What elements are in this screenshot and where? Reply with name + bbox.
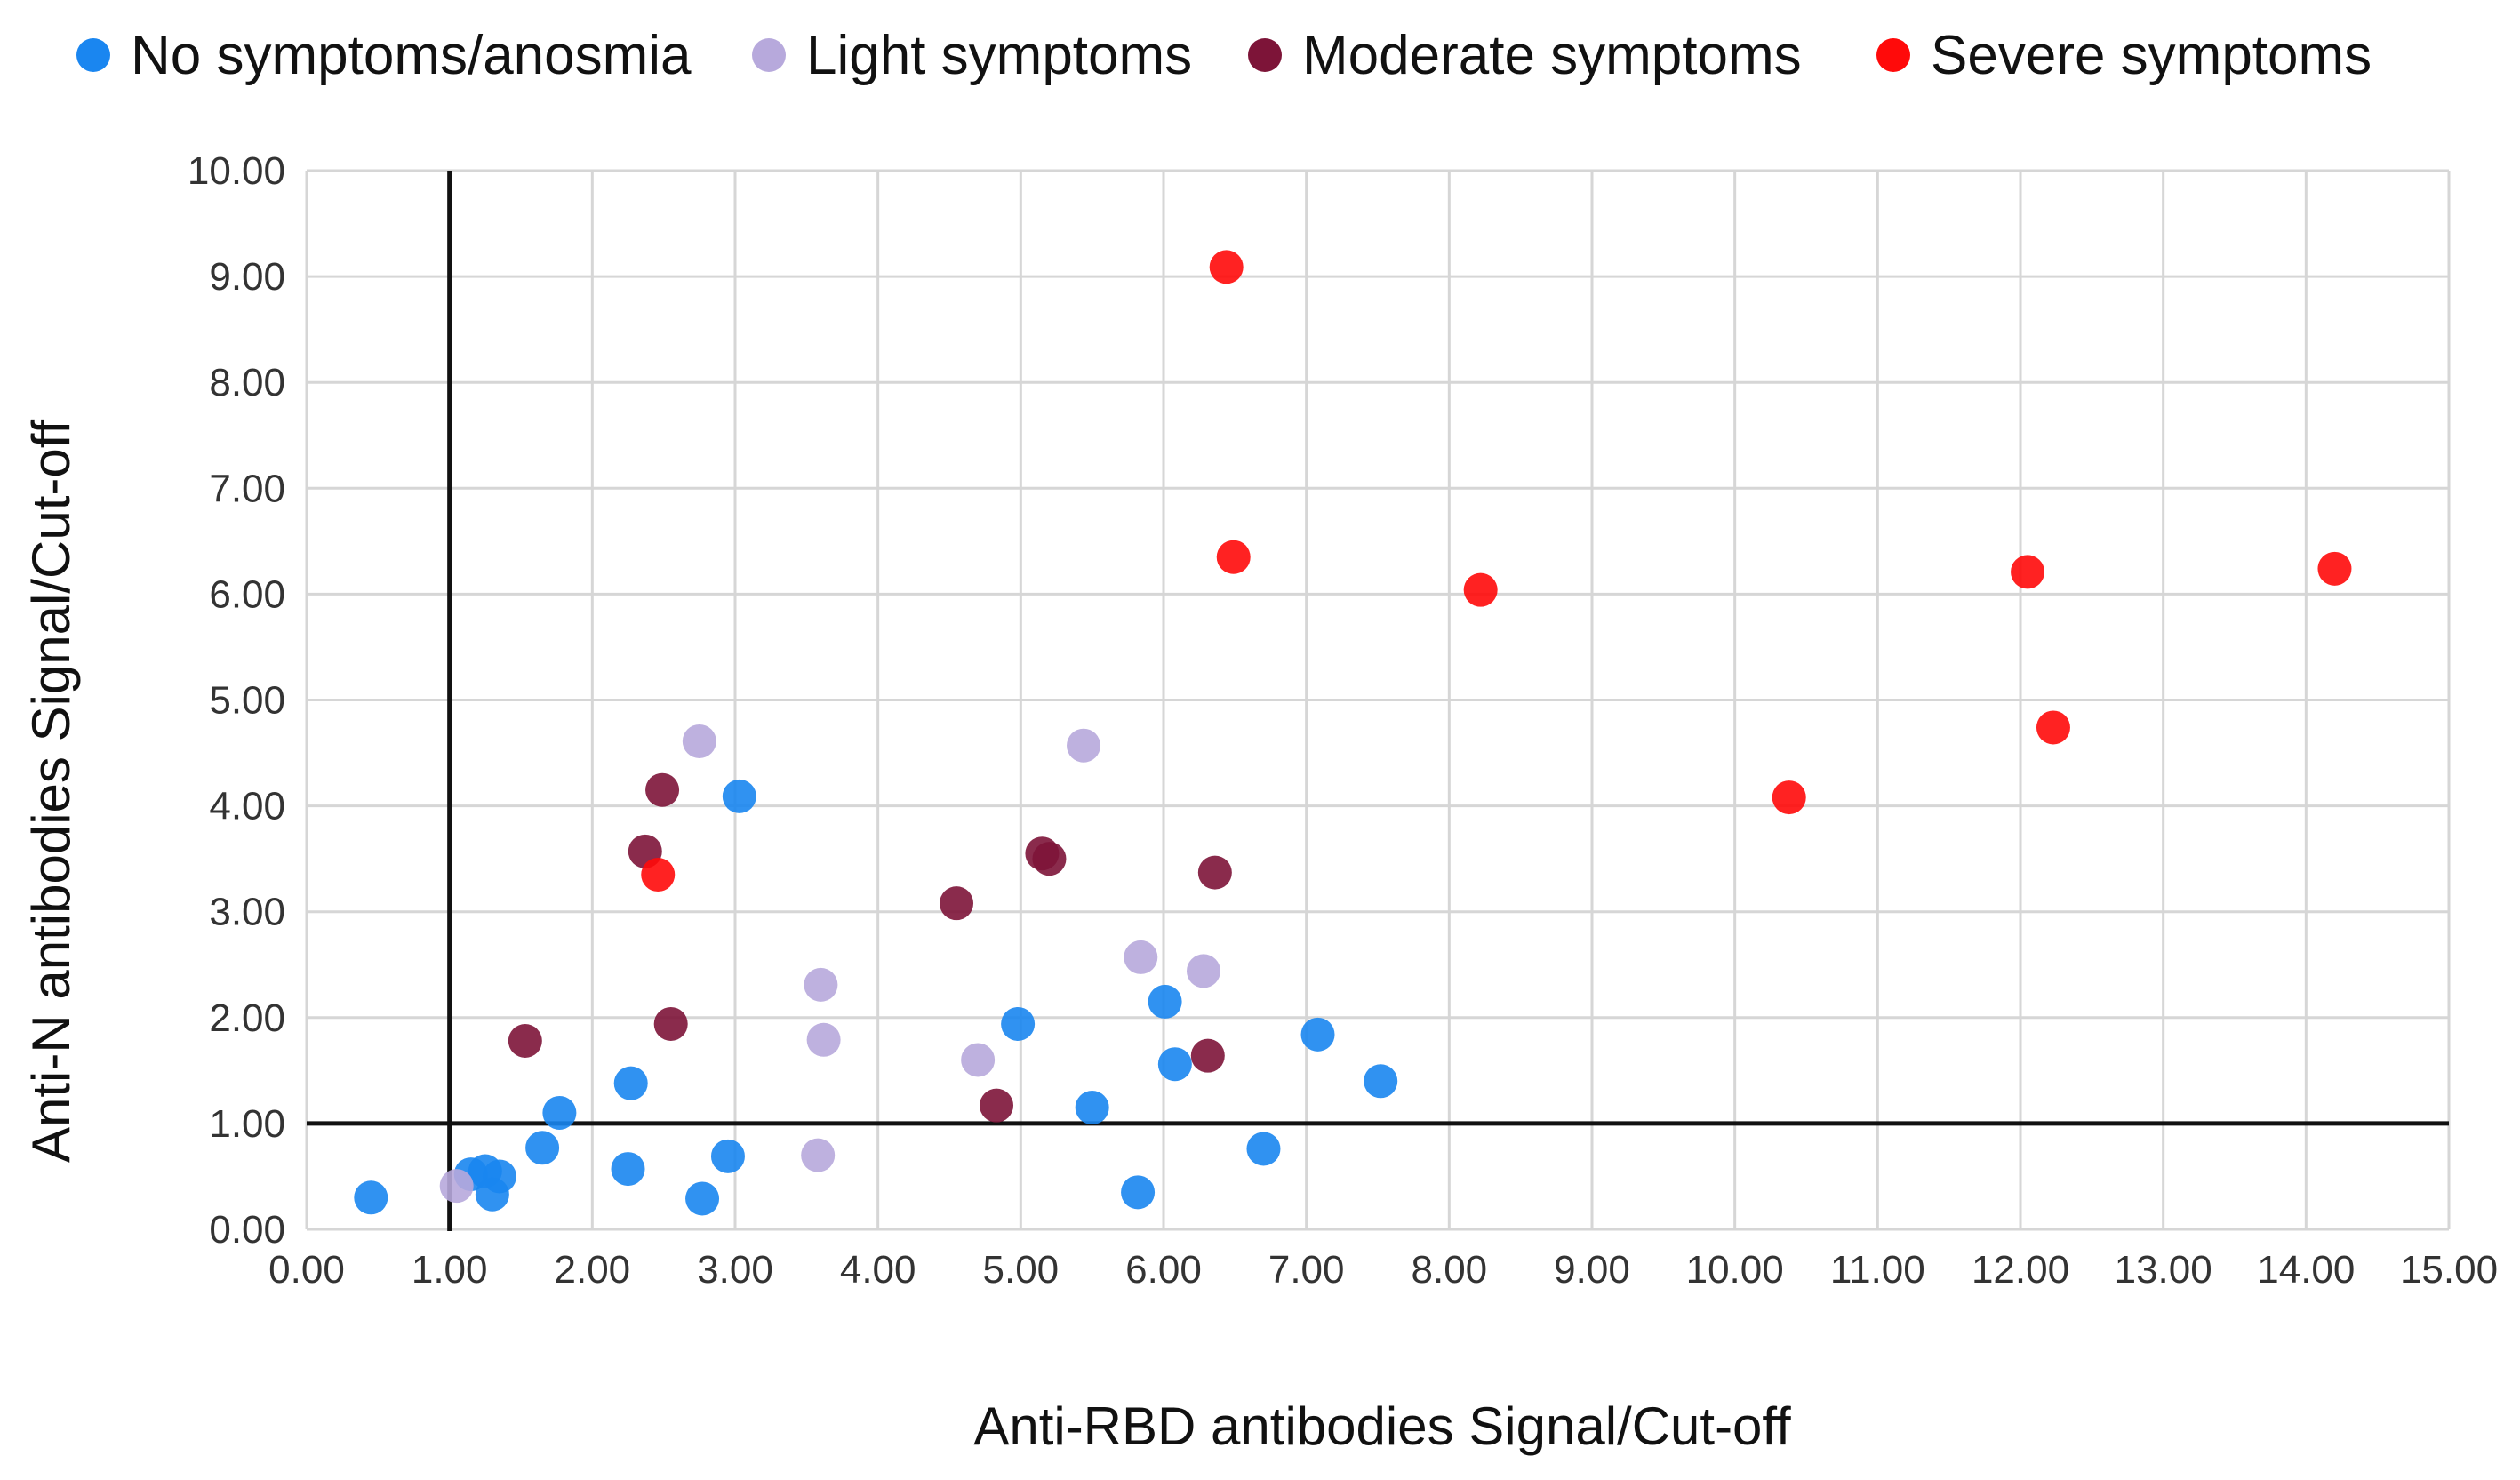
point-no-symptoms-anosmia xyxy=(685,1181,720,1216)
x-tick-label: 11.00 xyxy=(1830,1248,1925,1292)
x-axis-title: Anti-RBD antibodies Signal/Cut-off xyxy=(973,1396,1791,1456)
y-tick-label: 0.00 xyxy=(209,1208,285,1252)
x-tick-label: 7.00 xyxy=(1268,1248,1345,1292)
x-tick-label: 8.00 xyxy=(1412,1248,1488,1292)
x-tick-label: 6.00 xyxy=(1125,1248,1202,1292)
x-tick-label: 10.00 xyxy=(1686,1248,1784,1292)
x-tick-label: 14.00 xyxy=(2257,1248,2355,1292)
x-tick-label: 15.00 xyxy=(2400,1248,2498,1292)
y-tick-label: 10.00 xyxy=(188,149,285,193)
point-no-symptoms-anosmia xyxy=(1121,1175,1156,1210)
legend-marker xyxy=(1876,38,1910,72)
point-no-symptoms-anosmia xyxy=(1364,1064,1398,1099)
point-light-symptoms xyxy=(806,1022,841,1057)
point-no-symptoms-anosmia xyxy=(475,1177,509,1212)
x-tick-label: 1.00 xyxy=(412,1248,488,1292)
point-severe-symptoms xyxy=(2011,555,2045,589)
y-tick-label: 4.00 xyxy=(209,785,285,828)
point-no-symptoms-anosmia xyxy=(1001,1006,1036,1041)
point-moderate-symptoms xyxy=(645,772,680,807)
point-severe-symptoms xyxy=(641,858,676,892)
point-light-symptoms xyxy=(804,967,838,1002)
y-tick-label: 9.00 xyxy=(209,255,285,299)
y-tick-label: 5.00 xyxy=(209,679,285,723)
y-tick-label: 1.00 xyxy=(209,1102,285,1146)
point-no-symptoms-anosmia xyxy=(613,1066,648,1100)
point-no-symptoms-anosmia xyxy=(1148,984,1182,1019)
point-light-symptoms xyxy=(961,1043,996,1077)
y-tick-label: 7.00 xyxy=(209,467,285,510)
point-no-symptoms-anosmia xyxy=(525,1131,560,1165)
legend-item: No symptoms/anosmia xyxy=(76,25,692,86)
x-tick-label: 0.00 xyxy=(268,1248,345,1292)
point-no-symptoms-anosmia xyxy=(722,779,756,813)
point-no-symptoms-anosmia xyxy=(611,1152,645,1187)
data-points xyxy=(354,250,2352,1216)
point-light-symptoms xyxy=(682,724,716,758)
legend-label: No symptoms/anosmia xyxy=(131,25,692,86)
point-moderate-symptoms xyxy=(940,886,974,921)
x-tick-label: 4.00 xyxy=(840,1248,916,1292)
reference-lines xyxy=(307,171,2449,1231)
point-light-symptoms xyxy=(1067,728,1101,763)
y-tick-label: 3.00 xyxy=(209,891,285,934)
x-tick-label: 9.00 xyxy=(1554,1248,1630,1292)
y-tick-label: 8.00 xyxy=(209,361,285,404)
point-light-symptoms xyxy=(801,1138,836,1172)
point-no-symptoms-anosmia xyxy=(1157,1047,1192,1082)
point-light-symptoms xyxy=(1186,954,1220,988)
legend-marker xyxy=(1248,38,1282,72)
x-tick-label: 12.00 xyxy=(1972,1248,2069,1292)
x-tick-label: 5.00 xyxy=(983,1248,1060,1292)
legend-label: Light symptoms xyxy=(806,25,1192,86)
point-moderate-symptoms xyxy=(1032,842,1067,876)
y-axis-ticks: 0.00 1.00 2.00 3.00 4.00 5.00 6.00 7.00 8.00 9.00… xyxy=(188,149,285,1252)
point-no-symptoms-anosmia xyxy=(1075,1091,1109,1125)
x-tick-label: 13.00 xyxy=(2115,1248,2212,1292)
y-axis-title: Anti-N antibodies Signal/Cut-off xyxy=(21,420,81,1163)
point-no-symptoms-anosmia xyxy=(354,1180,388,1215)
legend-item: Moderate symptoms xyxy=(1248,25,1802,86)
point-no-symptoms-anosmia xyxy=(1246,1132,1281,1166)
point-moderate-symptoms xyxy=(1190,1038,1225,1073)
point-moderate-symptoms xyxy=(980,1088,1014,1123)
point-severe-symptoms xyxy=(1209,250,1244,284)
point-moderate-symptoms xyxy=(508,1024,542,1059)
point-severe-symptoms xyxy=(1463,572,1498,607)
legend-item: Light symptoms xyxy=(752,25,1192,86)
point-severe-symptoms xyxy=(2317,551,2352,586)
point-no-symptoms-anosmia xyxy=(542,1095,577,1130)
point-severe-symptoms xyxy=(2036,710,2070,745)
legend-item: Severe symptoms xyxy=(1876,25,2372,86)
point-severe-symptoms xyxy=(1216,540,1251,574)
point-light-symptoms xyxy=(1124,940,1158,974)
x-tick-label: 3.00 xyxy=(697,1248,773,1292)
point-light-symptoms xyxy=(439,1169,474,1204)
x-tick-label: 2.00 xyxy=(555,1248,631,1292)
legend-marker xyxy=(752,38,786,72)
legend-label: Severe symptoms xyxy=(1931,25,2372,86)
legend: No symptoms/anosmia Light symptoms Moderat… xyxy=(76,25,2372,86)
legend-label: Moderate symptoms xyxy=(1302,25,1802,86)
point-moderate-symptoms xyxy=(653,1006,688,1041)
point-moderate-symptoms xyxy=(1197,855,1232,890)
legend-marker xyxy=(76,38,110,72)
y-tick-label: 6.00 xyxy=(209,572,285,616)
point-no-symptoms-anosmia xyxy=(1300,1017,1335,1052)
point-no-symptoms-anosmia xyxy=(710,1139,745,1173)
y-tick-label: 2.00 xyxy=(209,996,285,1040)
point-severe-symptoms xyxy=(1772,780,1806,815)
x-axis-ticks: 0.00 1.00 2.00 3.00 4.00 5.00 6.00 7.00 8.00 9.00… xyxy=(268,1248,2498,1292)
